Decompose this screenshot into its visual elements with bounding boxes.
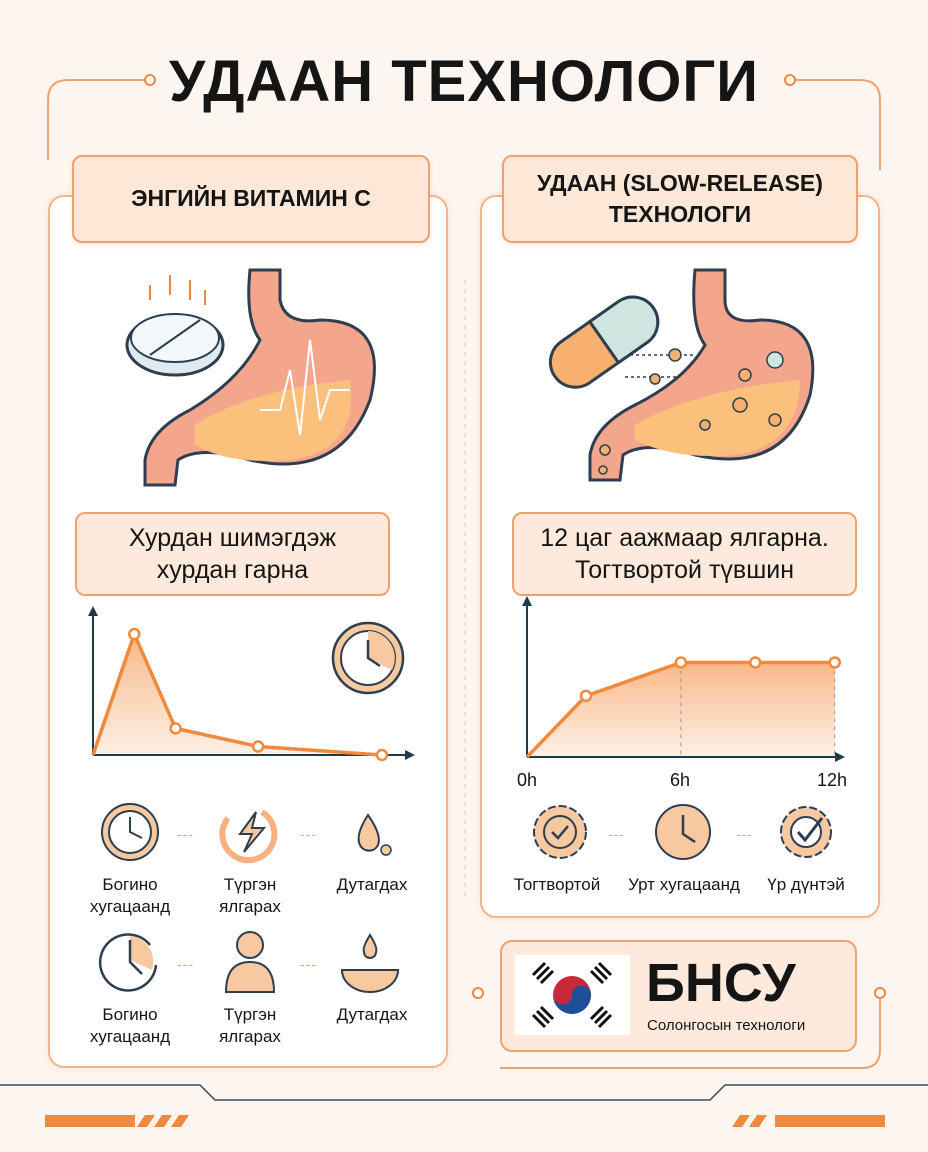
subtitle-line: хурдан гарна: [156, 556, 309, 584]
x-axis-arrow: [405, 750, 415, 760]
slow-release-header: УДААН (SLOW-RELEASE) ТЕХНОЛОГИ: [502, 155, 858, 243]
hands-drop-icon: [340, 933, 400, 993]
area-fill: [527, 662, 835, 757]
data-point: [748, 656, 762, 669]
slow-release-subtitle-box: 12 цаг аажмаар ялгарна. Тогтвортой түвшин: [512, 512, 857, 596]
person-icon: [224, 931, 276, 993]
tablet-icon: [125, 313, 225, 377]
data-point: [828, 656, 841, 669]
brand-name: БНСУ: [646, 953, 796, 1013]
feature-label: Түргэн ялгарах: [219, 875, 281, 917]
data-point: [128, 627, 141, 641]
separator: ---: [177, 826, 194, 842]
feature-label: Түргэн ялгарах: [219, 1005, 281, 1047]
subtitle-line: 12 цаг аажмаар ялгарна.: [540, 523, 829, 552]
feature-label: Богино хугацаанд: [89, 875, 171, 917]
feature-label: Үр дүнтэй: [767, 875, 845, 894]
gear-check-icon: [780, 806, 832, 858]
data-point: [251, 740, 265, 753]
badge-check-icon: [533, 805, 587, 859]
feature-label: Урт хугацаанд: [628, 875, 740, 894]
header-text: ТЕХНОЛОГИ: [608, 201, 752, 227]
feature-label: Дутагдах: [336, 1005, 408, 1024]
data-point: [674, 656, 688, 669]
header-text: ЭНГИЙН ВИТАМИН С: [131, 185, 371, 212]
drop-icon: [357, 813, 392, 856]
separator: ---: [177, 956, 194, 972]
area-fill: [93, 634, 382, 755]
clock-icon: [101, 803, 159, 861]
stomach-tablet-illustration: [125, 268, 376, 487]
separator: ---: [300, 956, 317, 972]
x-tick-label: 0h: [516, 770, 538, 790]
stomach-capsule-illustration: [548, 268, 815, 482]
feature-label: Богино хугацаанд: [89, 1005, 171, 1047]
subtitle-line: Хурдан шимэгдэж: [128, 523, 337, 552]
page-title: УДААН ТЕХНОЛОГИ: [169, 49, 759, 114]
data-point: [169, 722, 182, 735]
data-point: [375, 748, 389, 762]
x-axis-arrow: [835, 752, 845, 762]
regular-subtitle-box: Хурдан шимэгдэж хурдан гарна: [75, 512, 390, 596]
brand-tagline: Солонгосын технологи: [647, 1017, 806, 1034]
clock-icon: [331, 621, 405, 695]
separator: ---: [300, 826, 317, 842]
capsule-icon: [548, 295, 660, 389]
data-point: [579, 689, 593, 703]
lightning-refresh-icon: [219, 809, 278, 864]
separator: ---: [736, 826, 753, 842]
feature-label: Тогтвортой: [513, 875, 601, 894]
x-tick-label: 12h: [816, 770, 848, 790]
clock-icon: [655, 804, 711, 860]
feature-label: Дутагдах: [336, 875, 408, 894]
x-tick-label: 6h: [669, 770, 691, 790]
south-korea-flag-icon: [515, 955, 630, 1035]
y-axis-arrow: [522, 596, 532, 606]
regular-vitamin-header: ЭНГИЙН ВИТАМИН С: [72, 155, 430, 243]
clock-cycle-icon: [98, 933, 158, 992]
y-axis-arrow: [88, 606, 98, 616]
header-text: УДААН (SLOW-RELEASE): [537, 169, 823, 196]
separator: ---: [608, 826, 625, 842]
subtitle-line: Тогтвортой түвшин: [574, 556, 795, 584]
